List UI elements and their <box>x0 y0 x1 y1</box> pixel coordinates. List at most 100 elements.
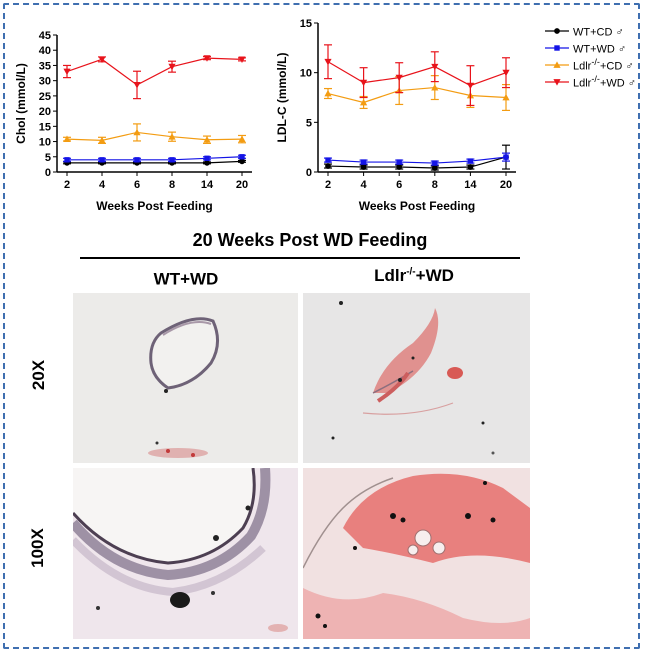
data-point <box>63 135 71 142</box>
x-tick-label: 14 <box>201 179 214 191</box>
data-point <box>133 128 141 136</box>
y-tick-label: 15 <box>39 121 51 133</box>
row-label-100x: 100X <box>27 528 47 568</box>
y-tick-label: 45 <box>39 30 51 42</box>
data-point <box>204 155 210 161</box>
series-line <box>67 156 243 161</box>
data-point <box>360 79 368 87</box>
data-point <box>503 154 509 160</box>
column-label-ldlr-wd: Ldlr-/-+WD <box>374 266 454 285</box>
data-point <box>324 58 332 66</box>
legend-item: WT+CD ♂ <box>545 22 636 39</box>
data-point <box>325 157 331 163</box>
x-tick-label: 8 <box>432 179 438 191</box>
series-group <box>324 75 510 112</box>
data-point <box>99 157 105 163</box>
y-tick-label: 40 <box>39 45 51 57</box>
triangle-down-icon <box>553 78 561 86</box>
series-line <box>66 131 243 141</box>
y-tick-label: 25 <box>39 91 51 103</box>
data-point <box>325 163 331 169</box>
y-axis-label: Chol (mmol/L) <box>14 63 28 144</box>
data-point <box>133 82 141 89</box>
data-point <box>396 159 402 165</box>
data-point <box>63 68 71 76</box>
data-point <box>467 158 474 164</box>
series-line <box>67 160 243 164</box>
ldlc-chart: 0 5 10 15 2 4 6 8 14 20 Weeks Post Feeding LDL-C (m… <box>275 18 516 213</box>
triangle-up-icon <box>553 60 561 68</box>
y-tick-label: 5 <box>306 117 312 129</box>
title-divider <box>80 257 520 259</box>
legend-marker-triangle-up-icon <box>545 60 569 68</box>
data-point <box>502 69 510 77</box>
series-group <box>324 152 510 166</box>
legend-marker-square-icon <box>545 44 569 51</box>
series-group <box>324 44 510 107</box>
legend-label: Ldlr-/-+CD ♂ <box>573 56 634 73</box>
column-label-wt-wd: WT+WD <box>153 269 219 289</box>
x-tick-label: 6 <box>134 179 140 191</box>
legend-label: Ldlr-/-+WD ♂ <box>573 73 637 90</box>
data-point <box>168 133 176 140</box>
y-tick-label: 15 <box>300 18 312 30</box>
data-point <box>324 89 332 97</box>
data-point <box>168 63 176 71</box>
y-tick-label: 10 <box>39 137 51 149</box>
legend-item: Ldlr-/-+WD ♂ <box>545 73 636 90</box>
y-tick-label: 30 <box>39 76 51 88</box>
data-point <box>466 82 474 90</box>
data-point <box>239 158 245 165</box>
data-point <box>360 159 367 165</box>
y-tick-label: 0 <box>45 167 51 179</box>
y-tick-label: 20 <box>39 106 51 118</box>
x-tick-label: 4 <box>99 179 106 191</box>
legend-item: WT+WD ♂ <box>545 39 636 56</box>
series-line <box>327 156 507 164</box>
chart-legend: WT+CD ♂ WT+WD ♂ Ldlr-/-+CD ♂ Ldlr-/-+WD … <box>545 22 636 90</box>
data-point <box>432 160 438 166</box>
y-tick-label: 0 <box>306 167 312 179</box>
y-axis-label: LDL-C (mmol/L) <box>275 53 289 143</box>
data-point <box>467 164 474 170</box>
x-tick-label: 4 <box>361 179 368 191</box>
data-point <box>239 154 245 160</box>
data-point <box>98 136 106 144</box>
x-tick-label: 2 <box>64 179 70 191</box>
y-tick-label: 35 <box>39 60 51 72</box>
data-point <box>64 157 70 163</box>
data-point <box>204 159 210 166</box>
x-tick-label: 2 <box>325 179 331 191</box>
x-tick-label: 20 <box>236 179 248 191</box>
circle-icon <box>554 27 560 34</box>
micrograph-wt-wd-100x <box>73 468 298 639</box>
x-axis-label: Weeks Post Feeding <box>96 199 212 213</box>
legend-marker-triangle-down-icon <box>545 78 569 86</box>
micrograph-ldlr-wd-20x <box>303 293 530 463</box>
legend-label: WT+CD ♂ <box>573 26 624 39</box>
x-tick-label: 20 <box>500 179 512 191</box>
data-point <box>360 98 368 106</box>
series-line <box>327 86 507 104</box>
x-tick-label: 6 <box>396 179 402 191</box>
x-tick-label: 8 <box>169 179 175 191</box>
data-point <box>502 93 510 101</box>
data-point <box>431 165 438 171</box>
figure-frame <box>3 3 640 649</box>
x-axis-label: Weeks Post Feeding <box>359 199 475 213</box>
data-point <box>396 164 403 170</box>
micrograph-wt-wd-20x <box>73 293 298 463</box>
data-point <box>134 157 140 163</box>
data-point <box>203 136 211 143</box>
series-group <box>63 55 246 100</box>
data-point <box>98 56 106 63</box>
data-point <box>169 157 175 163</box>
legend-label: WT+WD ♂ <box>573 43 627 56</box>
micrograph-ldlr-wd-100x <box>303 468 530 639</box>
row-label-20x: 20X <box>29 359 49 391</box>
series-group <box>63 154 246 163</box>
x-tick-label: 14 <box>464 179 477 191</box>
data-point <box>203 55 211 62</box>
square-icon <box>554 44 560 51</box>
y-tick-label: 10 <box>300 68 312 80</box>
